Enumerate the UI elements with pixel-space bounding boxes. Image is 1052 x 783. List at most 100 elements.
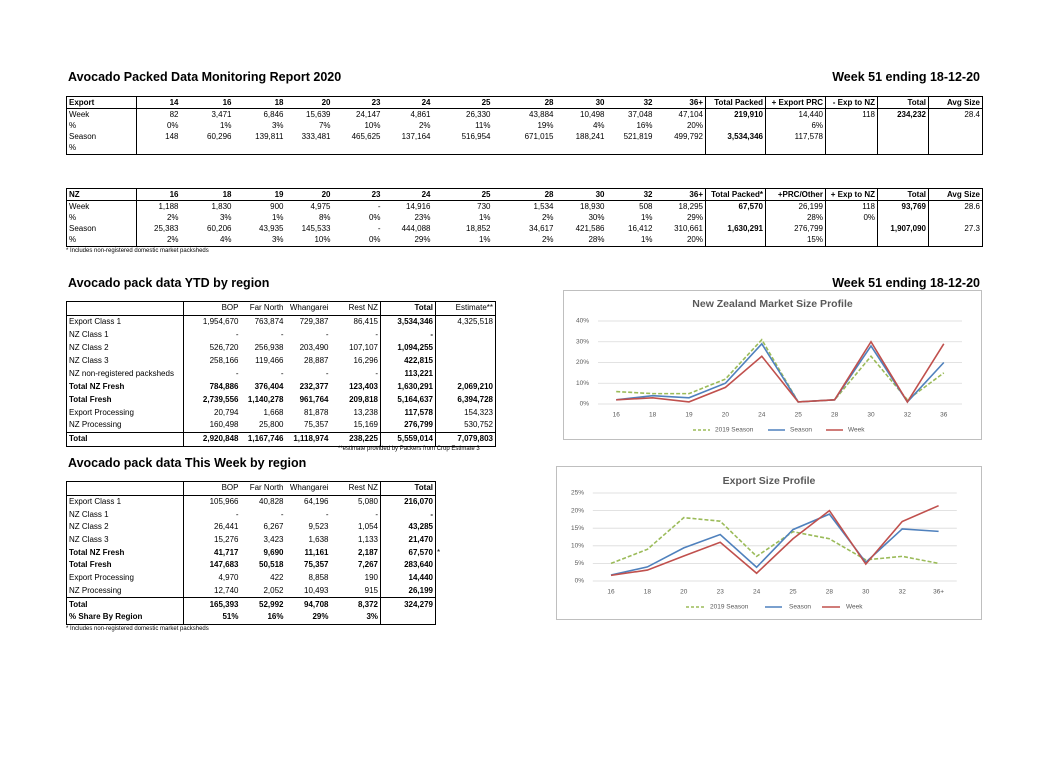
cell: 961,764 [299, 394, 329, 404]
cell: 1,630,291 [705, 223, 766, 235]
data-table: Export 14 16 18 20 23 24 25 28 30 32 36+ Total Packe… [66, 96, 983, 155]
legend-label: 2019 Season [710, 604, 749, 611]
x-tick-label: 24 [753, 589, 761, 596]
data-table: BOP Far North Whangarei Rest NZ Total Estimat… [66, 301, 496, 447]
cell: 1% [219, 120, 232, 130]
column-header: 16 [136, 188, 181, 202]
column-header: Far North [240, 481, 286, 496]
cell [705, 234, 766, 247]
cell: 20,794 [183, 406, 241, 420]
table-row: Season 148 60,296 139,811 333,481 465,625 137,… [67, 131, 983, 143]
x-tick-label: 36 [940, 412, 948, 419]
cell: - [183, 328, 241, 342]
cell: 23% [414, 212, 431, 222]
cell: 7,267 [357, 560, 378, 570]
column-header: 18 [180, 188, 234, 202]
cell: 4,861 [410, 109, 431, 119]
cell: 28.4 [928, 108, 983, 121]
cell [286, 143, 333, 155]
cell: 41,717 [183, 546, 241, 560]
cell: 16% [267, 612, 284, 622]
cell: 1,630,291 [380, 380, 436, 394]
x-tick-label: 25 [795, 412, 803, 419]
cell: 113,221 [380, 367, 436, 381]
cell: 29% [414, 235, 431, 245]
table-row: NZ Processing 160,498 25,800 75,357 15,169 27… [67, 419, 496, 433]
series-line [616, 342, 945, 404]
section-week: Week 51 ending 18-12-20 [832, 276, 980, 290]
column-header: NZ [66, 188, 137, 202]
cell [877, 120, 929, 132]
y-tick-label: 10% [576, 380, 589, 387]
report-week: Week 51 ending 18-12-20 [832, 70, 980, 84]
cell: 1,954,670 [183, 315, 241, 329]
cell: 27.3 [928, 223, 983, 235]
cell: Export Class 1 [69, 497, 122, 507]
cell: 8,858 [308, 573, 329, 583]
cell: NZ Class 2 [69, 343, 109, 353]
cell: 3% [366, 612, 378, 622]
cell [556, 143, 607, 155]
cell: 1,188 [136, 200, 181, 213]
series-line [616, 338, 945, 403]
x-tick-label: 32 [899, 589, 907, 596]
cell: 50,518 [259, 560, 284, 570]
column-header: 32 [606, 188, 655, 202]
cell: 51% [183, 610, 241, 625]
cell [928, 234, 983, 247]
cell: 28% [588, 235, 605, 245]
cell [877, 234, 929, 247]
cell: 28.6 [928, 200, 983, 213]
cell: 10% [364, 120, 381, 130]
cell: 15,169 [353, 420, 378, 430]
cell [433, 143, 493, 155]
cell [435, 367, 496, 381]
cell: Total Fresh [69, 560, 112, 570]
cell: 276,799 [380, 419, 436, 433]
cell: - [325, 368, 329, 378]
cell: 52,992 [240, 597, 286, 611]
cell: 64,196 [304, 497, 329, 507]
column-header: 24 [382, 96, 433, 110]
cell: 209,818 [349, 394, 378, 404]
cell [928, 142, 983, 155]
cell: - [325, 330, 329, 340]
column-header: 28 [492, 96, 556, 110]
cell: - [375, 330, 378, 340]
cell: 26,199 [765, 200, 826, 213]
cell: 516,954 [461, 132, 491, 142]
cell: 1% [640, 212, 653, 222]
cell: - [380, 508, 436, 522]
cell: 6,846 [263, 109, 284, 119]
header-row: NZ 16 18 19 20 23 24 25 28 30 32 36+ Total Packed* +P… [66, 188, 983, 202]
cell [234, 143, 286, 155]
cell: 2,052 [263, 585, 284, 595]
cell: 43,935 [259, 224, 284, 234]
cell: Total [66, 597, 184, 611]
cell: 107,107 [349, 343, 378, 353]
cell: 14,440 [765, 108, 826, 121]
column-header: Total [877, 96, 929, 110]
cell [493, 143, 556, 155]
cell [435, 328, 496, 342]
cell: 117,578 [765, 131, 826, 143]
cell: 2,739,556 [183, 393, 241, 407]
cell: 508 [639, 201, 653, 211]
cell: 119,466 [255, 356, 284, 365]
cell: 238,225 [330, 431, 381, 447]
cell: 2,920,848 [183, 431, 241, 447]
x-tick-label: 36+ [933, 589, 944, 596]
cell: Week [69, 201, 90, 211]
cell: 94,708 [285, 597, 331, 611]
cell: - [183, 367, 241, 381]
cell: 20% [686, 120, 703, 130]
cell [928, 120, 983, 132]
cell: 6% [765, 120, 826, 132]
report-title: Avocado Packed Data Monitoring Report 20… [68, 70, 342, 84]
cell: 30% [588, 212, 605, 222]
cell [877, 212, 929, 224]
cell: NZ Processing [69, 585, 122, 595]
cell: 1,094,255 [380, 341, 436, 355]
cell: 117,578 [380, 406, 436, 420]
cell: 4,970 [183, 571, 241, 585]
